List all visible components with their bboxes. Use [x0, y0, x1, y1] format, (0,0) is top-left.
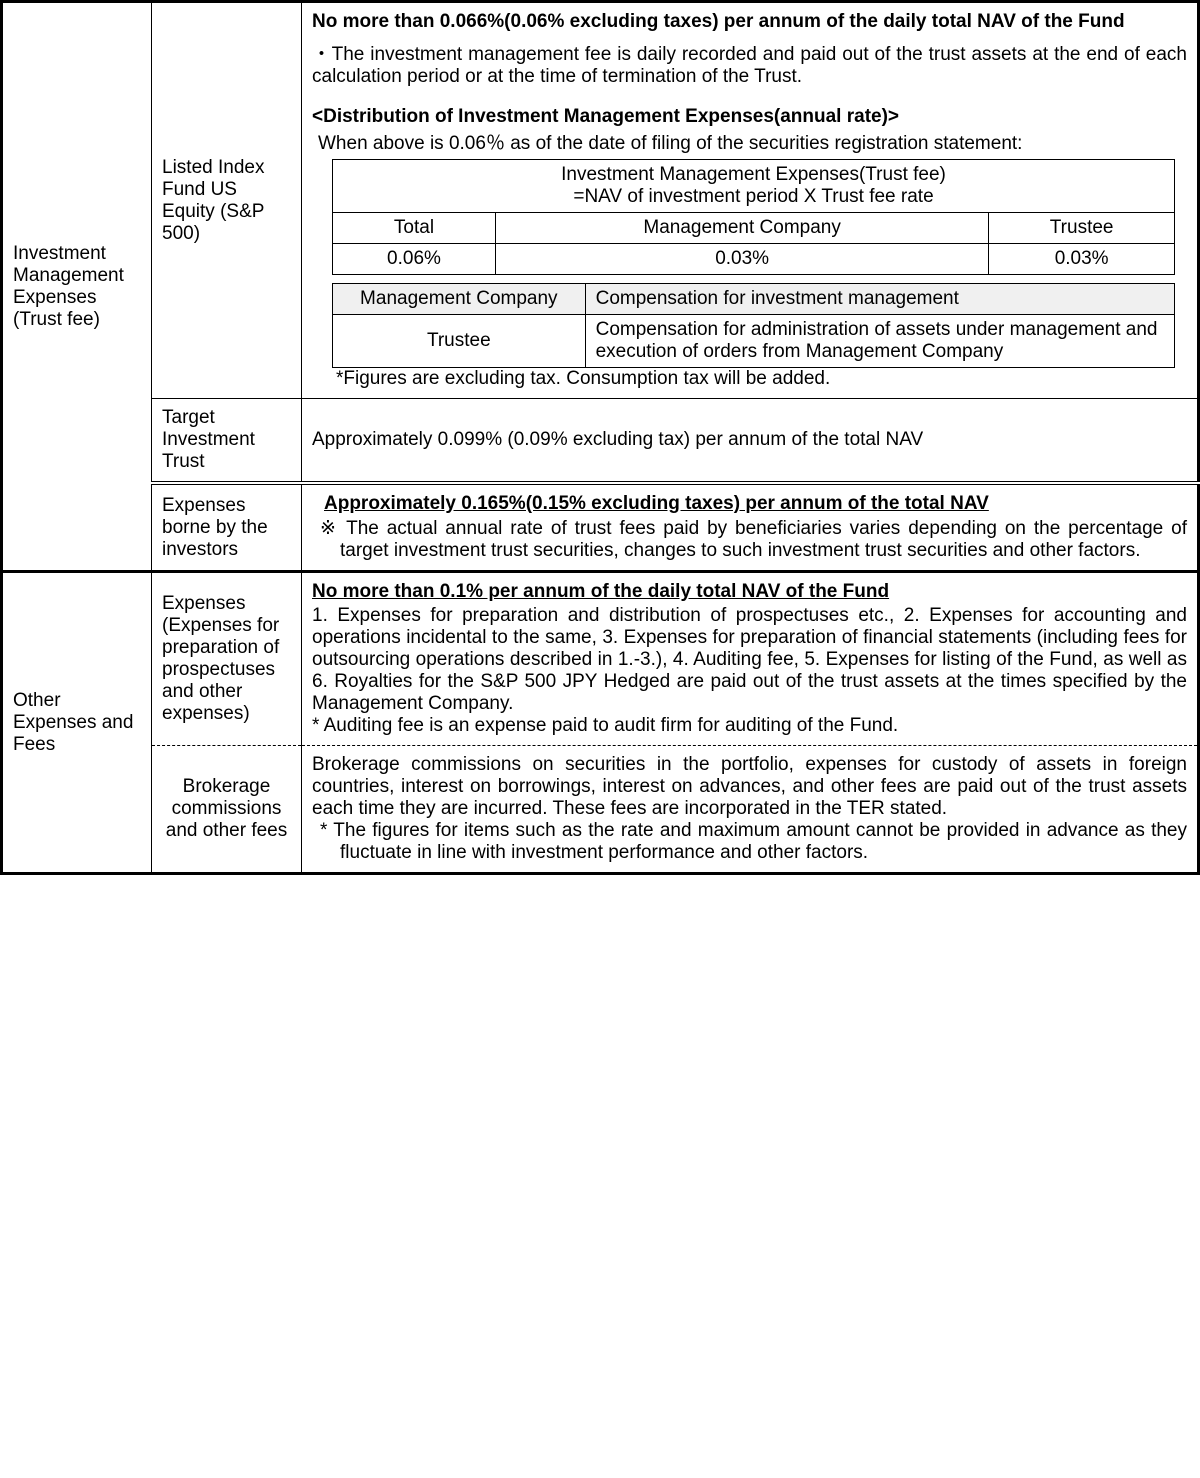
s2r2-mid: Brokerage commissions and other fees [152, 746, 302, 874]
section1-label: Investment Management Expenses (Trust fe… [2, 2, 152, 572]
s1r1-mid: Listed Index Fund US Equity (S&P 500) [152, 2, 302, 399]
s2r2-content: Brokerage commissions on securities in t… [302, 746, 1199, 874]
s2r1-body: 1. Expenses for preparation and distribu… [312, 605, 1187, 715]
s1r1-mid-text: Listed Index Fund US Equity (S&P 500) [162, 157, 264, 244]
dist-val-0: 0.06% [333, 244, 496, 275]
s1r1-footnote: *Figures are excluding tax. Consumption … [332, 368, 1175, 390]
dist-val-2: 0.03% [989, 244, 1175, 275]
s1r2-mid: Target Investment Trust [152, 399, 302, 484]
s1r1-headline: No more than 0.066%(0.06% excluding taxe… [312, 11, 1187, 33]
s1r3-content: Approximately 0.165%(0.15% excluding tax… [302, 483, 1199, 572]
s1r1-bullet: ・The investment management fee is daily … [312, 39, 1187, 88]
s1r1-content: No more than 0.066%(0.06% excluding taxe… [302, 2, 1199, 399]
s2r1-mid: Expenses (Expenses for preparation of pr… [152, 572, 302, 746]
s2r1-note: * Auditing fee is an expense paid to aud… [312, 715, 1187, 737]
fee-table: Investment Management Expenses (Trust fe… [0, 0, 1200, 875]
dist-val-1: 0.03% [495, 244, 988, 275]
s1r2-text: Approximately 0.099% (0.09% excluding ta… [302, 399, 1199, 484]
section2-label: Other Expenses and Fees [2, 572, 152, 874]
dist-col-2: Trustee [989, 213, 1175, 244]
role-0-r: Compensation for investment management [585, 284, 1174, 315]
s2r1-headline: No more than 0.1% per annum of the daily… [312, 581, 1187, 603]
s2r2-note: * The figures for items such as the rate… [312, 820, 1187, 864]
dist-col-0: Total [333, 213, 496, 244]
distribution-table: Investment Management Expenses(Trust fee… [332, 159, 1175, 275]
s2r2-body: Brokerage commissions on securities in t… [312, 754, 1187, 820]
s1r3-mid: Expenses borne by the investors [152, 483, 302, 572]
dist-col-1: Management Company [495, 213, 988, 244]
roles-table: Management Company Compensation for inve… [332, 283, 1175, 368]
role-0-l: Management Company [333, 284, 586, 315]
role-1-l: Trustee [333, 315, 586, 368]
s1r3-note: ※ The actual annual rate of trust fees p… [312, 517, 1187, 562]
dist-top: Investment Management Expenses(Trust fee… [333, 160, 1175, 213]
s1r1-dist-intro: When above is 0.06％ as of the date of fi… [312, 128, 1187, 155]
s2r1-content: No more than 0.1% per annum of the daily… [302, 572, 1199, 746]
role-1-r: Compensation for administration of asset… [585, 315, 1174, 368]
s1r1-dist-heading: <Distribution of Investment Management E… [312, 106, 1187, 128]
s1r3-headline: Approximately 0.165%(0.15% excluding tax… [312, 493, 1187, 515]
